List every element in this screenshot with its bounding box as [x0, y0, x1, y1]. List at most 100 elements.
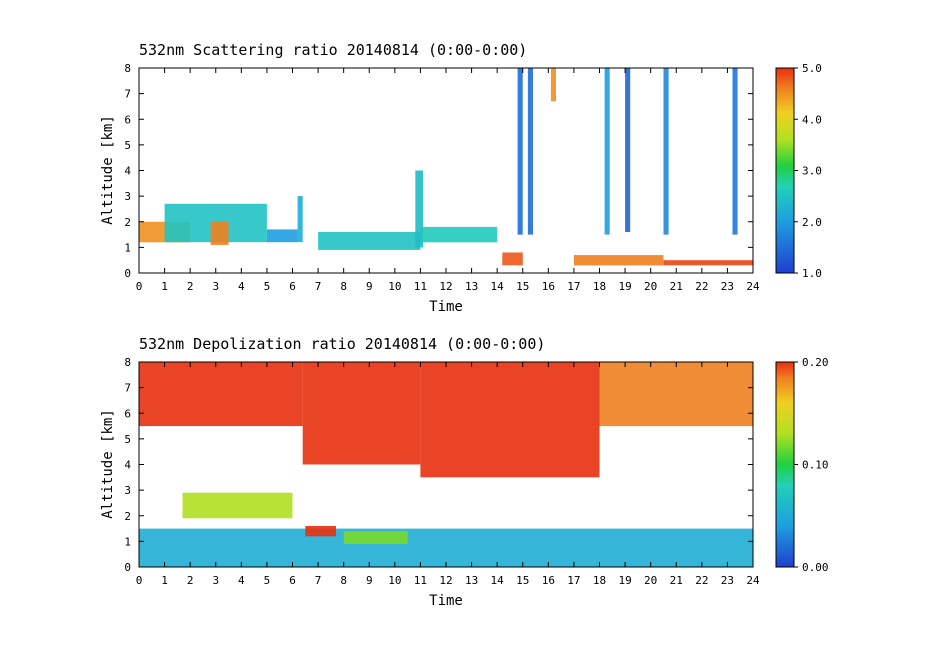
heatmap-cell: [266, 229, 298, 243]
heatmap-cell: [210, 221, 229, 245]
y-tick-label: 2: [124, 510, 131, 523]
x-tick-label: 1: [161, 280, 168, 293]
heatmap-cell: [732, 68, 738, 235]
x-tick-label: 19: [618, 280, 631, 293]
y-axis: 0 1 2 3 4 5 6 7 8: [124, 62, 753, 280]
x-tick-label: 17: [567, 280, 580, 293]
y-tick-label: 0: [124, 561, 131, 574]
x-tick-label: 5: [264, 574, 271, 587]
x-tick-label: 24: [746, 574, 760, 587]
heatmap-cell: [302, 362, 421, 465]
x-axis: 0 1 2 3 4 5 6 7 8 9 10 11 12 13 14 15 16 17 18 19 20 21 22 23 24: [136, 362, 760, 587]
x-tick-label: 7: [315, 280, 322, 293]
heatmap-cell: [343, 531, 408, 544]
x-tick-label: 10: [388, 574, 401, 587]
x-tick-label: 4: [238, 280, 245, 293]
x-tick-label: 12: [439, 574, 452, 587]
colorbar-tick-label: 4.0: [802, 113, 822, 126]
heatmap-cell: [573, 255, 664, 266]
chart-title: 532nm Scattering ratio 20140814 (0:00-0:…: [139, 41, 527, 59]
x-tick-label: 7: [315, 574, 322, 587]
colorbar-tick-label: 1.0: [802, 267, 822, 280]
y-tick-label: 2: [124, 216, 131, 229]
heatmap-cell: [415, 170, 423, 248]
x-tick-label: 4: [238, 574, 245, 587]
x-axis: 0 1 2 3 4 5 6 7 8 9 10 11 12 13 14 15 16 17 18 19 20 21 22 23 24: [136, 68, 760, 293]
x-tick-label: 8: [340, 280, 347, 293]
x-axis-label: Time: [429, 593, 463, 609]
x-tick-label: 13: [465, 280, 478, 293]
y-tick-label: 6: [124, 407, 131, 420]
y-tick-label: 3: [124, 484, 131, 497]
x-tick-label: 9: [366, 280, 373, 293]
heatmap-cell: [550, 68, 556, 102]
colorbar-tick-label: 0.10: [802, 459, 829, 472]
y-axis: 0 1 2 3 4 5 6 7 8: [124, 356, 753, 574]
colorbar-tick-label: 0.20: [802, 356, 829, 369]
x-tick-label: 22: [695, 280, 708, 293]
x-tick-label: 6: [289, 280, 296, 293]
colorbar-scale: [775, 361, 795, 568]
heatmap-cell: [604, 68, 610, 235]
x-tick-label: 11: [414, 280, 427, 293]
colorbar-tick-label: 2.0: [802, 216, 822, 229]
x-tick-label: 24: [746, 280, 760, 293]
heatmap-cell: [502, 252, 523, 266]
x-tick-label: 8: [340, 574, 347, 587]
y-tick-label: 7: [124, 382, 131, 395]
chart-title: 532nm Depolization ratio 20140814 (0:00-…: [139, 335, 545, 353]
y-tick-label: 8: [124, 62, 131, 75]
y-tick-label: 7: [124, 88, 131, 101]
x-tick-label: 2: [187, 574, 194, 587]
heatmap-cell: [420, 226, 498, 243]
x-tick-label: 22: [695, 574, 708, 587]
x-tick-label: 2: [187, 280, 194, 293]
colorbar-tick-label: 3.0: [802, 165, 822, 178]
colorbar: 1.0 2.0 3.0 4.0 5.0: [775, 62, 822, 280]
x-axis-label: Time: [429, 299, 463, 315]
colorbar: 0.00 0.10 0.20: [775, 356, 829, 574]
x-tick-label: 11: [414, 574, 427, 587]
y-tick-label: 3: [124, 190, 131, 203]
heatmap-cell: [318, 232, 421, 250]
colorbar-tick-label: 0.00: [802, 561, 829, 574]
x-tick-label: 14: [491, 280, 505, 293]
x-tick-label: 18: [593, 280, 606, 293]
x-tick-label: 10: [388, 280, 401, 293]
x-tick-label: 21: [670, 574, 683, 587]
y-tick-label: 4: [124, 165, 131, 178]
heatmap-cell: [182, 492, 293, 519]
heatmap-cell: [297, 196, 303, 243]
heatmap-cell: [420, 362, 600, 478]
heatmap-cell: [305, 526, 336, 537]
x-tick-label: 23: [721, 574, 734, 587]
heatmap-cell: [625, 68, 631, 232]
y-tick-label: 0: [124, 267, 131, 280]
x-tick-label: 15: [516, 280, 529, 293]
heatmap-features: [139, 362, 753, 567]
heatmap-cell: [663, 68, 669, 235]
x-tick-label: 1: [161, 574, 168, 587]
heatmap-cell: [527, 68, 533, 235]
colorbar-scale: [775, 67, 795, 274]
depolarization-ratio-panel: 532nm Depolization ratio 20140814 (0:00-…: [100, 335, 829, 609]
x-tick-label: 21: [670, 280, 683, 293]
x-tick-label: 12: [439, 280, 452, 293]
colorbar-tick-label: 5.0: [802, 62, 822, 75]
heatmap-cell: [517, 68, 523, 235]
y-tick-label: 5: [124, 433, 131, 446]
heatmap-features: [139, 68, 753, 266]
x-tick-label: 0: [136, 280, 143, 293]
x-tick-label: 0: [136, 574, 143, 587]
x-tick-label: 15: [516, 574, 529, 587]
x-tick-label: 3: [212, 280, 219, 293]
x-tick-label: 20: [644, 280, 657, 293]
x-tick-label: 17: [567, 574, 580, 587]
x-tick-label: 3: [212, 574, 219, 587]
x-tick-label: 18: [593, 574, 606, 587]
y-tick-label: 6: [124, 113, 131, 126]
heatmap-cell: [139, 528, 753, 567]
x-tick-label: 13: [465, 574, 478, 587]
y-tick-label: 4: [124, 459, 131, 472]
